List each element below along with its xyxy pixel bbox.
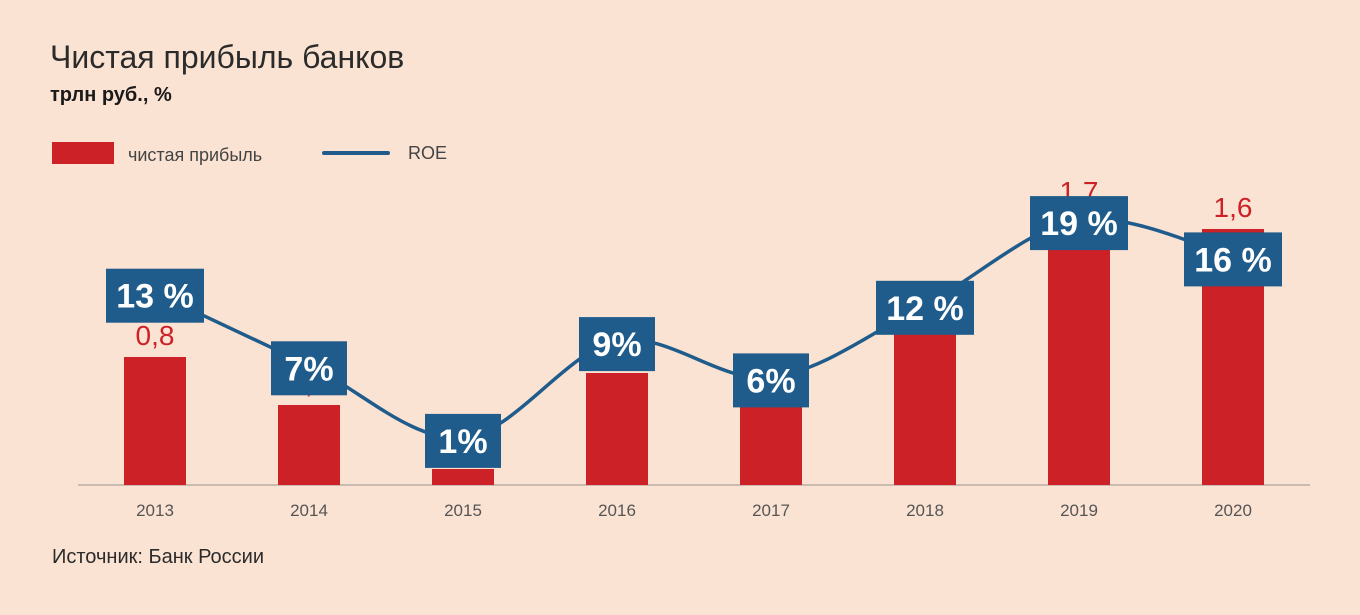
bar-2015 (432, 469, 494, 485)
x-tick-label-2014: 2014 (290, 501, 328, 520)
roe-value-label-2013: 13 % (116, 278, 194, 316)
roe-value-label-2015: 1% (438, 423, 487, 461)
bar-2013 (124, 357, 186, 485)
roe-label-box-2015 (425, 413, 501, 468)
roe-value-label-2016: 9% (592, 326, 641, 364)
roe-label-box-2018 (876, 280, 974, 335)
legend: чистая прибыль ROE (52, 142, 447, 165)
roe-label-box-2014 (271, 341, 347, 396)
roe-value-label-2020: 16 % (1194, 241, 1272, 279)
source-note: Источник: Банк России (52, 546, 264, 568)
legend-bar-swatch (52, 142, 114, 164)
chart-subtitle: трлн руб., % (50, 84, 172, 106)
roe-label-box-2020 (1184, 232, 1282, 287)
bar-2014 (278, 405, 340, 485)
roe-label-box-2016 (579, 317, 655, 372)
x-tick-label-2018: 2018 (906, 501, 944, 520)
x-tick-label-2016: 2016 (598, 501, 636, 520)
x-tick-label-2015: 2015 (444, 501, 482, 520)
bar-2016 (586, 373, 648, 485)
x-tick-label-2017: 2017 (752, 501, 790, 520)
axis-layer: 2013 2014 2015 2016 2017 2018 2019 2020 (78, 484, 1310, 520)
x-tick-label-2013: 2013 (136, 501, 174, 520)
roe-label-box-2013 (106, 268, 204, 323)
x-tick-label-2020: 2020 (1214, 501, 1252, 520)
roe-value-label-2018: 12 % (886, 290, 964, 328)
bar-2017 (740, 405, 802, 485)
labels-layer: 0,80,50,10,70,51,01,71,613 %7%1%9%6%12 %… (106, 176, 1282, 468)
chart-title: Чистая прибыль банков (50, 39, 404, 75)
bar-value-label-2020: 1,6 (1214, 192, 1253, 223)
x-tick-label-2019: 2019 (1060, 501, 1098, 520)
roe-label-box-2019 (1030, 196, 1128, 251)
bar-2019 (1048, 213, 1110, 485)
bar-value-label-2013: 0,8 (136, 320, 175, 351)
roe-value-label-2017: 6% (746, 362, 795, 400)
roe-label-box-2017 (733, 353, 809, 408)
roe-value-label-2014: 7% (284, 350, 333, 388)
legend-line-label: ROE (408, 143, 447, 163)
bar-2018 (894, 325, 956, 485)
roe-value-label-2019: 19 % (1040, 205, 1118, 243)
legend-bars-label: чистая прибыль (128, 145, 262, 165)
